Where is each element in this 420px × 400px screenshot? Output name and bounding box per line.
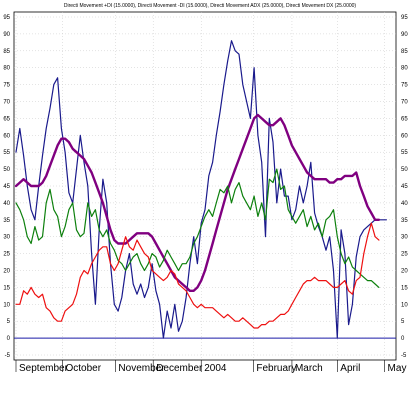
x-tick-label: November xyxy=(118,363,165,374)
x-tick-label: February xyxy=(256,363,296,374)
y-tick-label-right: 35 xyxy=(401,218,408,224)
series-group xyxy=(14,40,387,339)
y-tick-label-right: 60 xyxy=(401,133,408,139)
y-tick-label-right: 70 xyxy=(401,100,408,106)
y-tick-label: 45 xyxy=(3,184,10,190)
y-tick-label: 35 xyxy=(3,218,10,224)
y-tick-label-right: 50 xyxy=(401,167,408,173)
y-tick-label: 10 xyxy=(3,302,10,308)
y-tick-label: -5 xyxy=(5,353,11,359)
gridlines xyxy=(14,12,396,360)
x-tick-label: September xyxy=(19,363,69,374)
y-tick-label: 55 xyxy=(3,150,10,156)
series-line-dx xyxy=(15,40,387,339)
y-tick-label: 50 xyxy=(3,167,10,173)
y-tick-label: 5 xyxy=(7,319,11,325)
y-tick-label-right: -5 xyxy=(401,353,407,359)
series-line-minus_di xyxy=(15,222,380,329)
y-tick-label: 90 xyxy=(3,32,10,38)
y-tick-label-right: 75 xyxy=(401,83,408,89)
y-tick-label-right: 65 xyxy=(401,116,408,122)
series-line-adx xyxy=(14,113,381,292)
y-tick-label-right: 5 xyxy=(401,319,405,325)
y-tick-label-right: 10 xyxy=(401,302,408,308)
y-tick-label-right: 45 xyxy=(401,184,408,190)
y-tick-label: 25 xyxy=(3,252,10,258)
y-tick-label: 40 xyxy=(3,201,10,207)
y-tick-label: 20 xyxy=(3,269,10,275)
y-tick-label: 95 xyxy=(3,15,10,21)
x-tick-label: December xyxy=(156,363,203,374)
y-tick-label: 0 xyxy=(7,336,11,342)
y-tick-label: 80 xyxy=(3,66,10,72)
y-tick-label: 75 xyxy=(3,83,10,89)
series-line-plus_di xyxy=(15,168,380,288)
y-tick-label-right: 85 xyxy=(401,49,408,55)
x-tick-label: October xyxy=(65,363,101,374)
y-tick-label-right: 90 xyxy=(401,32,408,38)
x-tick-label: April xyxy=(340,363,360,374)
y-tick-label-right: 80 xyxy=(401,66,408,72)
chart-title: Directi Movement +DI (15.0000), Directi … xyxy=(64,3,357,9)
y-tick-label-right: 30 xyxy=(401,235,408,241)
y-tick-label-right: 40 xyxy=(401,201,408,207)
y-tick-label: 85 xyxy=(3,49,10,55)
y-tick-label-right: 95 xyxy=(401,15,408,21)
y-tick-label-right: 20 xyxy=(401,269,408,275)
y-tick-label: 15 xyxy=(3,285,10,291)
y-tick-label-right: 25 xyxy=(401,252,408,258)
y-tick-label-right: 0 xyxy=(401,336,405,342)
x-tick-label: 2004 xyxy=(204,363,227,374)
y-tick-label-right: 55 xyxy=(401,150,408,156)
y-axis-left: -5 0 5 10 15 20 25 30 35 40 45 50 55 60 65 70 75 80 85 90 95 xyxy=(3,15,10,359)
x-tick-label: March xyxy=(295,363,323,374)
y-tick-label: 30 xyxy=(3,235,10,241)
y-tick-label: 65 xyxy=(3,116,10,122)
y-tick-label-right: 15 xyxy=(401,285,408,291)
y-tick-label: 70 xyxy=(3,100,10,106)
x-tick-label: May xyxy=(388,363,407,374)
y-axis-right: -5 0 5 10 15 20 25 30 35 40 45 50 55 60 65 70 75 80 85 90 95 xyxy=(401,15,408,359)
y-tick-label: 60 xyxy=(3,133,10,139)
